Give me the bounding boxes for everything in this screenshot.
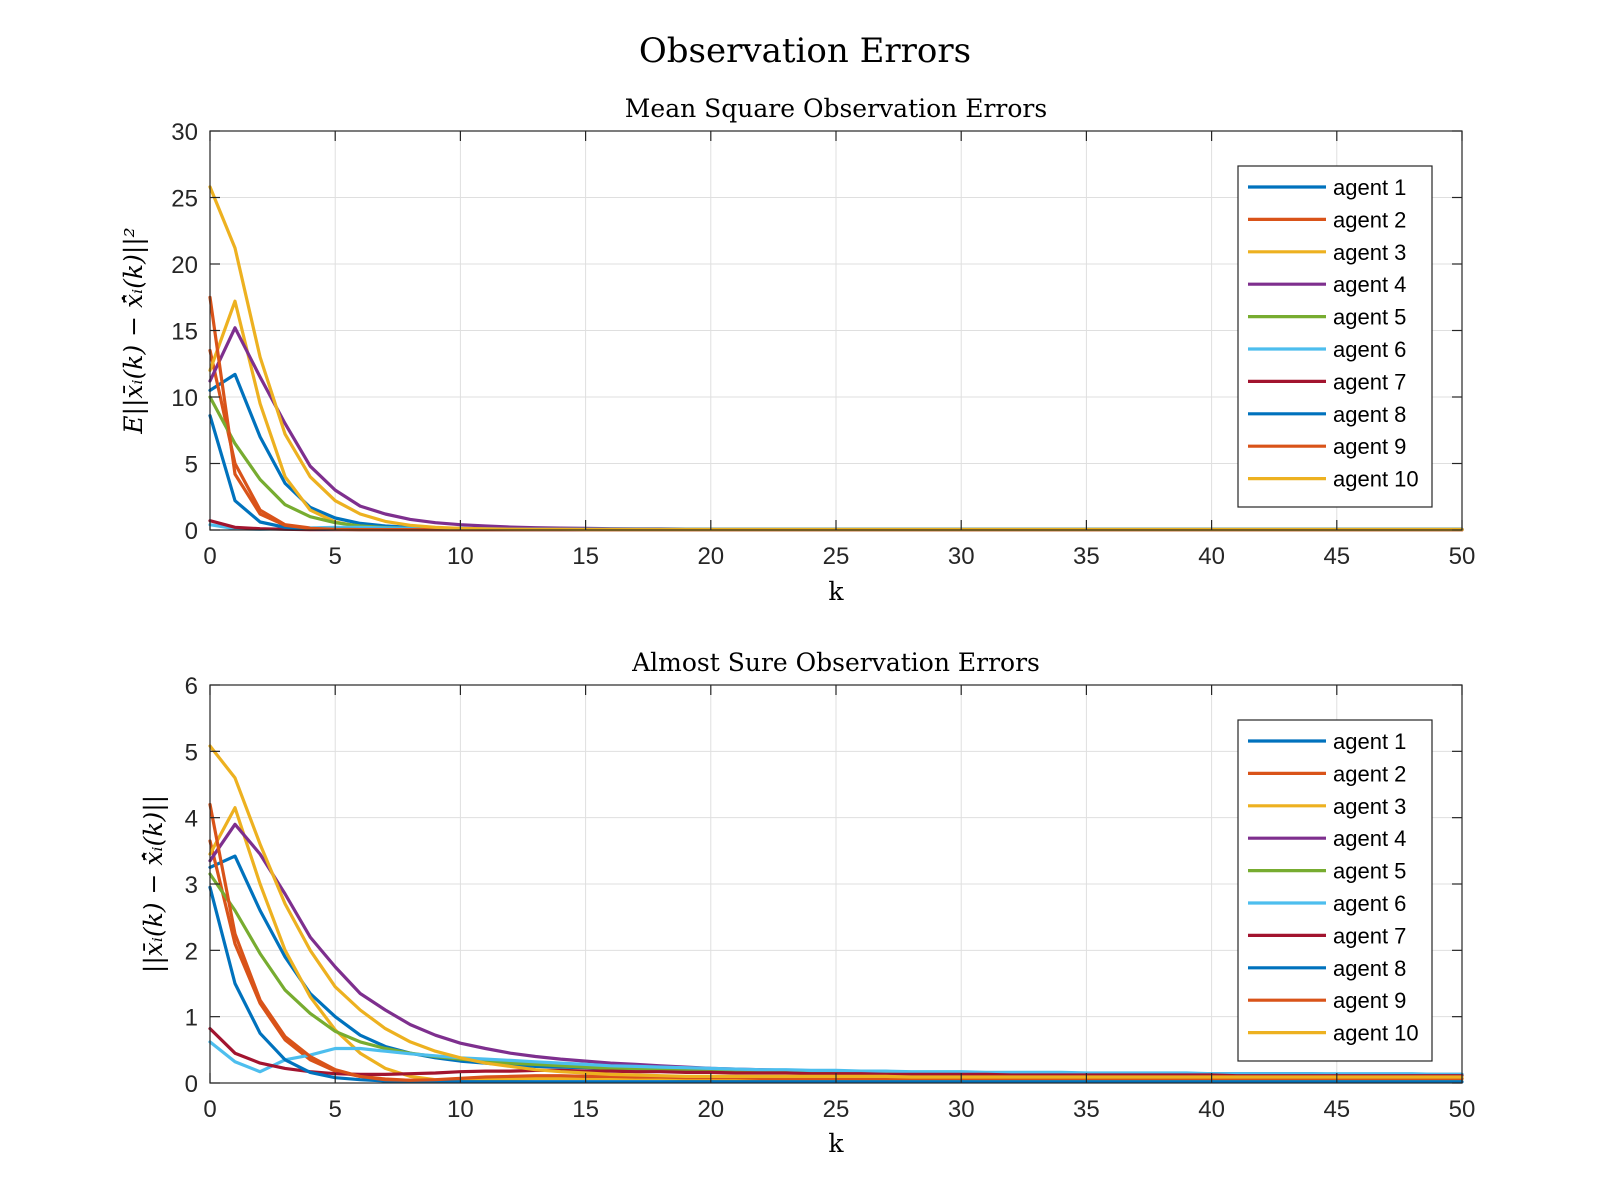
axes-title: Almost Sure Observation Errors xyxy=(631,648,1040,677)
y-axis-label: ||x̄ᵢ(k) − x̂̄ᵢ(k)|| xyxy=(139,795,169,973)
y-tick-label: 5 xyxy=(185,452,198,479)
legend-label: agent 6 xyxy=(1333,891,1406,916)
x-tick-label: 40 xyxy=(1198,1096,1225,1123)
x-tick-label: 10 xyxy=(447,543,474,570)
legend-label: agent 4 xyxy=(1333,272,1406,297)
y-tick-label: 5 xyxy=(185,739,198,766)
legend-box xyxy=(1237,165,1433,508)
y-tick-label: 30 xyxy=(171,119,198,146)
ticks xyxy=(209,130,1463,531)
y-tick-label: 0 xyxy=(185,1071,198,1098)
legend-label: agent 8 xyxy=(1333,402,1406,427)
x-tick-label: 45 xyxy=(1323,543,1350,570)
y-tick-label: 1 xyxy=(185,1005,198,1032)
x-tick-label: 5 xyxy=(329,1096,342,1123)
legend-label: agent 7 xyxy=(1333,923,1406,948)
y-tick-label: 0 xyxy=(185,518,198,545)
legend-label: agent 1 xyxy=(1333,175,1406,200)
y-tick-label: 3 xyxy=(185,872,198,899)
x-axis-label: k xyxy=(828,577,844,606)
x-tick-label: 0 xyxy=(203,1096,216,1123)
x-tick-label: 15 xyxy=(572,1096,599,1123)
series-line-agent-6 xyxy=(208,1040,1464,1077)
y-tick-label: 25 xyxy=(171,186,198,213)
legend-label: agent 5 xyxy=(1333,859,1406,884)
x-tick-label: 30 xyxy=(948,543,975,570)
x-tick-label: 5 xyxy=(329,543,342,570)
x-tick-label: 15 xyxy=(572,543,599,570)
x-tick-label: 50 xyxy=(1449,543,1476,570)
legend-label: agent 4 xyxy=(1333,826,1406,851)
ticks xyxy=(209,684,1463,1084)
x-tick-label: 25 xyxy=(823,543,850,570)
x-tick-label: 40 xyxy=(1198,543,1225,570)
y-tick-label: 20 xyxy=(171,252,198,279)
figure-title: Observation Errors xyxy=(639,31,971,71)
legend-label: agent 5 xyxy=(1333,305,1406,330)
x-tick-label: 10 xyxy=(447,1096,474,1123)
legend: agent 1 agent 2 agent 3 agent 4 agent 5 agent… xyxy=(1237,165,1433,508)
legend-label: agent 9 xyxy=(1333,988,1406,1013)
legend-label: agent 2 xyxy=(1333,207,1406,232)
axes-mean-square: 0 5 10 15 20 25 30 35 40 45 50 0 5 10 15 20 25 30 Mean Squ… xyxy=(119,94,1475,606)
y-axis-label: E||x̄ᵢ(k) − x̂̄ᵢ(k)||² xyxy=(119,227,149,434)
x-tick-label: 35 xyxy=(1073,1096,1100,1123)
x-tick-label: 0 xyxy=(203,543,216,570)
legend: agent 1 agent 2 agent 3 agent 4 agent 5 agent… xyxy=(1237,719,1433,1062)
legend-label: agent 9 xyxy=(1333,434,1406,459)
y-tick-label: 6 xyxy=(185,673,198,700)
y-tick-label: 4 xyxy=(185,806,198,833)
legend-label: agent 10 xyxy=(1333,467,1419,492)
x-axis-label: k xyxy=(828,1129,844,1158)
y-tick-label: 2 xyxy=(185,938,198,965)
x-tick-label: 45 xyxy=(1323,1096,1350,1123)
legend-label: agent 7 xyxy=(1333,369,1406,394)
y-tick-label: 15 xyxy=(171,319,198,346)
legend-label: agent 2 xyxy=(1333,761,1406,786)
x-tick-label: 20 xyxy=(697,543,724,570)
x-tick-label: 30 xyxy=(948,1096,975,1123)
legend-label: agent 3 xyxy=(1333,794,1406,819)
x-tick-label: 25 xyxy=(823,1096,850,1123)
legend-label: agent 1 xyxy=(1333,729,1406,754)
legend-label: agent 3 xyxy=(1333,240,1406,265)
x-tick-label: 50 xyxy=(1449,1096,1476,1123)
legend-label: agent 10 xyxy=(1333,1021,1419,1046)
x-tick-label: 35 xyxy=(1073,543,1100,570)
legend-label: agent 6 xyxy=(1333,337,1406,362)
legend-box xyxy=(1237,719,1433,1062)
axes-title: Mean Square Observation Errors xyxy=(625,94,1047,123)
y-tick-label: 10 xyxy=(171,385,198,412)
x-tick-label: 20 xyxy=(697,1096,724,1123)
legend-label: agent 8 xyxy=(1333,956,1406,981)
